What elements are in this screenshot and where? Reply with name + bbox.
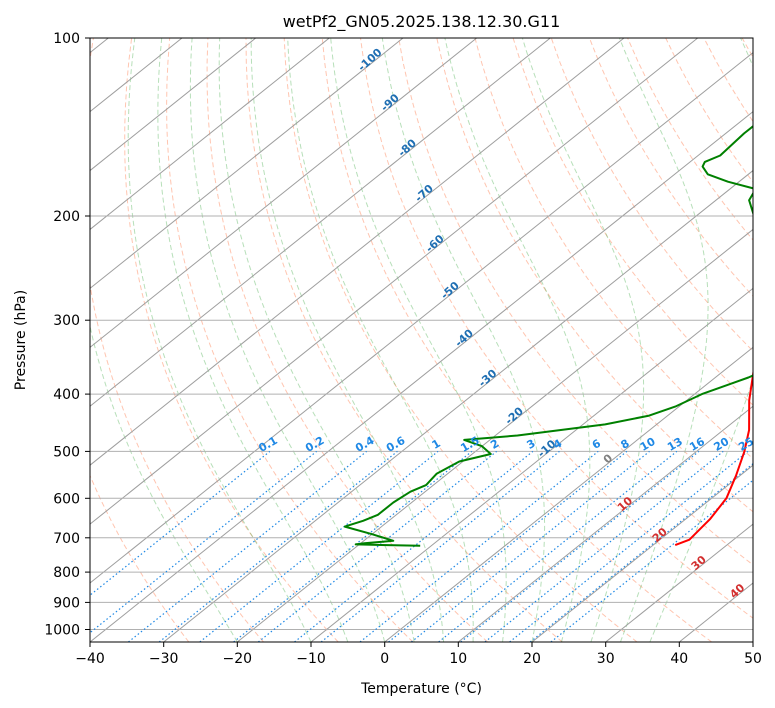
y-tick-label: 500 <box>53 444 80 460</box>
y-tick-label: 1000 <box>44 623 80 639</box>
x-tick-label: 40 <box>670 651 688 667</box>
dry-adiabat <box>245 38 563 642</box>
isotherm-line <box>90 38 330 231</box>
moist-adiabat <box>218 38 415 642</box>
mixing-ratio-line <box>90 450 317 634</box>
x-tick-label: 50 <box>744 651 762 667</box>
x-tick-label: 30 <box>597 651 615 667</box>
moist-adiabat <box>330 38 507 642</box>
tick-layer: −40 −30 −20 −10 0 10 20 30 40 50 100 200 300 400 500 60… <box>44 31 762 667</box>
dry-adiabat <box>90 474 190 642</box>
mixing-ratio-line <box>529 462 753 642</box>
temperature-profile-line <box>674 368 753 547</box>
dry-adiabat <box>283 38 638 642</box>
plot-frame <box>89 37 754 643</box>
x-tick-label: −30 <box>149 651 179 667</box>
x-tick-label: −40 <box>75 651 105 667</box>
isotherm-line <box>90 38 551 407</box>
isotherm-line <box>90 38 625 466</box>
y-tick-label: 900 <box>53 595 80 611</box>
y-tick-label: 600 <box>53 491 80 507</box>
chart-title: wetPf2_GN05.2025.138.12.30.G11 <box>283 12 561 32</box>
mixing-ratio-line <box>128 450 367 642</box>
y-axis-title: Pressure (hPa) <box>13 290 29 390</box>
mixing-ratio-line <box>410 450 650 642</box>
isotherm-line <box>605 523 753 642</box>
mixing-ratio-line <box>257 450 497 642</box>
mixing-ratio-line <box>438 450 678 642</box>
isotherm-line <box>90 38 404 290</box>
moist-adiabat <box>287 38 474 642</box>
dry-adiabat <box>512 38 753 406</box>
isotherm-line <box>310 287 753 642</box>
moist-adiabat <box>444 38 591 642</box>
mixing-ratio-line <box>158 450 398 642</box>
y-tick-label: 200 <box>53 209 80 225</box>
mixing-ratio-line <box>294 450 534 642</box>
isotherm-line <box>90 51 753 584</box>
y-tick-label: 800 <box>53 565 80 581</box>
isotherm-line <box>531 464 753 642</box>
moist-adiabat <box>90 323 238 642</box>
isotherm-line <box>236 228 753 642</box>
mixing-ratio-line <box>550 479 753 642</box>
x-tick-label: 0 <box>380 651 389 667</box>
x-axis-title: Temperature (°C) <box>360 681 482 697</box>
isotherm-line <box>384 346 753 642</box>
y-tick-label: 400 <box>53 387 80 403</box>
mixing-ratio-line <box>199 450 439 642</box>
dry-adiabat <box>398 38 753 566</box>
x-tick-label: −20 <box>223 651 253 667</box>
isotherm-line <box>90 38 257 172</box>
y-tick-label: 300 <box>53 313 80 329</box>
mixing-ratio-line <box>320 450 560 642</box>
moist-adiabat <box>618 38 709 642</box>
moist-adiabat <box>189 38 386 642</box>
moist-adiabat <box>381 38 546 642</box>
mixing-ratio-line <box>359 450 599 642</box>
dry-adiabat <box>90 38 264 642</box>
dry-adiabat <box>206 38 488 642</box>
y-tick-label: 700 <box>53 531 80 547</box>
isotherm-line <box>163 169 753 642</box>
isotherm-line <box>457 405 753 642</box>
dry-adiabat <box>124 38 339 642</box>
dewpoint-profile-line <box>343 125 753 547</box>
mixing-ratio-line <box>233 450 473 642</box>
mixing-ratio-line <box>509 450 749 642</box>
mixing-ratio-line <box>388 450 628 642</box>
mixing-ratio-line <box>484 450 724 642</box>
moist-adiabat <box>127 38 312 642</box>
isotherm-line <box>90 38 699 525</box>
moist-adiabat <box>521 38 645 642</box>
x-tick-label: −10 <box>296 651 326 667</box>
x-tick-label: 10 <box>449 651 467 667</box>
mixing-ratio-line <box>460 450 700 642</box>
dry-adiabat <box>550 38 753 352</box>
series-layer <box>343 125 753 547</box>
grid-layer <box>90 38 753 642</box>
moist-adiabat <box>250 38 445 642</box>
x-tick-label: 20 <box>523 651 541 667</box>
isotherm-line <box>90 38 478 349</box>
y-tick-label: 100 <box>53 31 80 47</box>
isotherm-line <box>90 110 753 642</box>
dry-adiabat <box>360 38 753 619</box>
mixing-ratio-line <box>90 450 271 596</box>
